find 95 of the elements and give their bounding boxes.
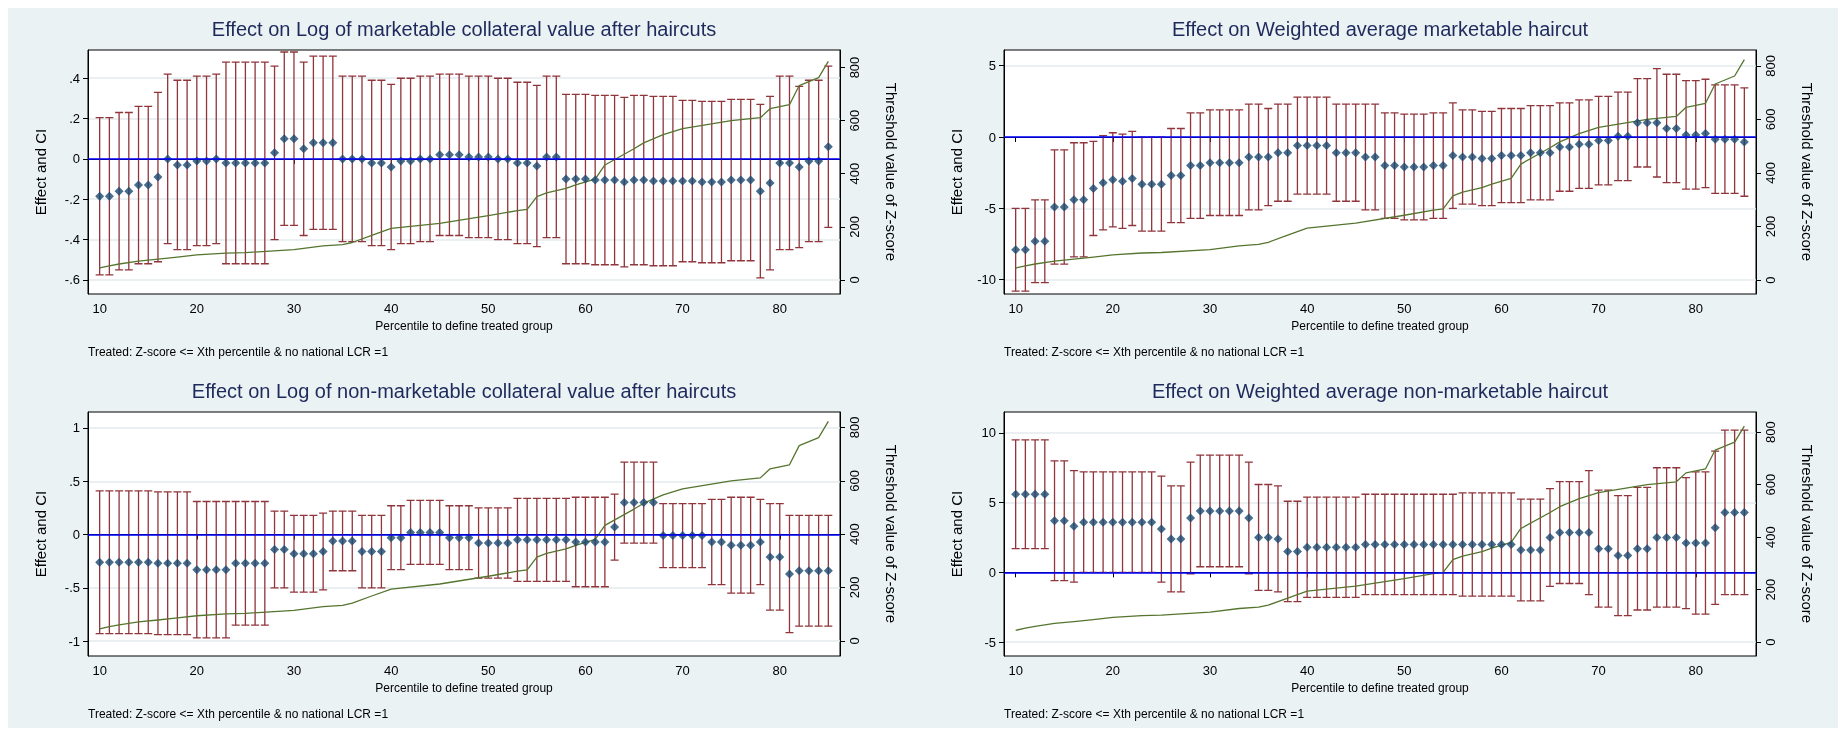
chart-title: Effect on Weighted average non-marketable haircut bbox=[1151, 380, 1609, 402]
x-tick-label: 60 bbox=[1494, 301, 1509, 316]
y2-tick-label: 400 bbox=[847, 162, 862, 185]
y-axis-title: Effect and CI bbox=[948, 490, 965, 578]
y-tick-label: .5 bbox=[69, 473, 80, 489]
y2-tick-label: 800 bbox=[1763, 421, 1778, 444]
x-tick-label: 30 bbox=[286, 663, 302, 678]
chart-title: Effect on Log of marketable collateral value after haircuts bbox=[211, 18, 717, 40]
y-tick-label: 10 bbox=[981, 425, 996, 441]
y2-tick-label: 400 bbox=[847, 523, 862, 545]
y-tick-label: -5 bbox=[984, 634, 996, 650]
y-tick-label: 5 bbox=[988, 58, 996, 74]
y2-tick-label: 800 bbox=[847, 416, 862, 439]
text: Treated: Z-score <= Xth percentile & no national LCR =1 bbox=[1004, 345, 1305, 359]
x-tick-label: 60 bbox=[1494, 663, 1509, 678]
line-series bbox=[99, 420, 829, 630]
y-tick-label: 0 bbox=[72, 527, 80, 543]
text: Treated: Z-score <= Xth percentile & no national LCR =1 bbox=[88, 345, 389, 359]
line-series bbox=[99, 60, 829, 269]
y-tick-label: 0 bbox=[988, 129, 996, 145]
x-tick-label: 80 bbox=[1688, 663, 1703, 678]
y-tick-label: -.5 bbox=[64, 580, 80, 596]
line-series bbox=[1015, 58, 1745, 269]
chart-title: Effect on Weighted average marketable haircut bbox=[1171, 18, 1589, 40]
y2-tick-label: 200 bbox=[847, 576, 862, 599]
y2-tick-label: 0 bbox=[847, 276, 862, 284]
x-tick-label: 10 bbox=[92, 663, 107, 678]
y-tick-label: -1 bbox=[68, 633, 80, 649]
x-tick-label: 20 bbox=[189, 663, 205, 678]
y2-tick-label: 400 bbox=[1763, 526, 1778, 548]
x-tick-label: 20 bbox=[189, 301, 205, 316]
y2-tick-label: 800 bbox=[1763, 54, 1778, 77]
y-axis-title: Effect and CI bbox=[32, 128, 49, 216]
text: Treated: Z-score <= Xth percentile & no national LCR =1 bbox=[88, 707, 389, 721]
y2-tick-label: 400 bbox=[1763, 162, 1778, 184]
x-tick-label: 30 bbox=[1202, 301, 1218, 316]
y2-tick-label: 0 bbox=[1763, 638, 1778, 646]
x-axis-title: Percentile to define treated group bbox=[1291, 681, 1470, 695]
x-tick-label: 70 bbox=[1591, 663, 1606, 678]
y-tick-label: -.6 bbox=[64, 272, 80, 288]
x-tick-label: 20 bbox=[1105, 663, 1121, 678]
x-tick-label: 80 bbox=[1688, 301, 1703, 316]
y-tick-label: -.4 bbox=[64, 232, 80, 248]
x-tick-label: 40 bbox=[383, 663, 399, 678]
y2-tick-label: 0 bbox=[1763, 276, 1778, 284]
y2-tick-label: 600 bbox=[847, 109, 862, 132]
x-tick-label: 10 bbox=[1008, 301, 1023, 316]
y-tick-label: 0 bbox=[988, 564, 996, 580]
x-tick-label: 20 bbox=[1105, 301, 1121, 316]
x-tick-label: 10 bbox=[1008, 663, 1023, 678]
x-axis-title: Percentile to define treated group bbox=[375, 319, 554, 333]
x-tick-label: 40 bbox=[1299, 663, 1315, 678]
y2-tick-label: 600 bbox=[1763, 108, 1778, 131]
x-tick-label: 60 bbox=[578, 301, 593, 316]
x-tick-label: 50 bbox=[1397, 663, 1412, 678]
y2-axis-title: Threshold value of Z-score bbox=[883, 444, 900, 624]
x-tick-label: 10 bbox=[92, 301, 107, 316]
y-axis-title: Effect and CI bbox=[948, 128, 965, 216]
y2-tick-label: 200 bbox=[1763, 578, 1778, 601]
y-tick-label: -5 bbox=[984, 200, 996, 216]
x-tick-label: 70 bbox=[675, 301, 690, 316]
y-tick-label: .2 bbox=[69, 111, 80, 127]
x-tick-label: 80 bbox=[772, 301, 787, 316]
y-tick-label: -10 bbox=[977, 272, 996, 288]
x-tick-label: 40 bbox=[1299, 301, 1315, 316]
x-tick-label: 60 bbox=[578, 663, 593, 678]
y-tick-label: 0 bbox=[72, 151, 80, 167]
x-tick-label: 70 bbox=[675, 663, 690, 678]
y2-axis-title: Threshold value of Z-score bbox=[1799, 444, 1816, 624]
x-tick-label: 40 bbox=[383, 301, 399, 316]
y-tick-label: -.2 bbox=[64, 191, 80, 207]
y2-tick-label: 600 bbox=[847, 469, 862, 492]
x-tick-label: 70 bbox=[1591, 301, 1606, 316]
x-tick-label: 30 bbox=[286, 301, 302, 316]
y2-tick-label: 200 bbox=[1763, 215, 1778, 238]
x-tick-label: 50 bbox=[1397, 301, 1412, 316]
x-tick-label: 50 bbox=[481, 301, 496, 316]
text: Treated: Z-score <= Xth percentile & no national LCR =1 bbox=[1004, 707, 1305, 721]
x-axis-title: Percentile to define treated group bbox=[1291, 319, 1470, 333]
chart-title: Effect on Log of non-marketable collateral value after haircuts bbox=[191, 380, 737, 402]
line-series bbox=[1015, 425, 1745, 631]
y2-tick-label: 800 bbox=[847, 56, 862, 79]
x-tick-label: 30 bbox=[1202, 663, 1218, 678]
y-tick-label: .4 bbox=[69, 70, 80, 86]
y-axis-title: Effect and CI bbox=[32, 490, 49, 578]
x-tick-label: 80 bbox=[772, 663, 787, 678]
y2-tick-label: 0 bbox=[847, 637, 862, 645]
y2-tick-label: 200 bbox=[847, 215, 862, 238]
y2-axis-title: Threshold value of Z-score bbox=[883, 82, 900, 262]
y-tick-label: 1 bbox=[72, 420, 80, 436]
x-axis-title: Percentile to define treated group bbox=[375, 681, 554, 695]
x-tick-label: 50 bbox=[481, 663, 496, 678]
y2-tick-label: 600 bbox=[1763, 473, 1778, 496]
y2-axis-title: Threshold value of Z-score bbox=[1799, 82, 1816, 262]
y-tick-label: 5 bbox=[988, 495, 996, 511]
